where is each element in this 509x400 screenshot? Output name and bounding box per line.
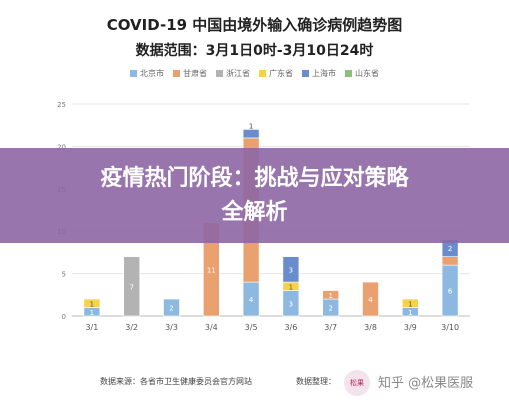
chart-footer: 数据来源：各省市卫生健康委员会官方网站 数据整理： 松果 知乎 @松果医服 xyxy=(0,368,509,400)
y-tick-label: 0 xyxy=(62,313,66,321)
data-label: 1 xyxy=(90,300,94,308)
data-label: 1 xyxy=(328,292,332,300)
bar-segment xyxy=(163,298,180,317)
data-label: 6 xyxy=(448,288,453,296)
y-tick-label: 5 xyxy=(62,271,66,279)
chart-legend: 北京市 甘肃省 浙江省 广东省 上海市 山东省 xyxy=(0,68,509,79)
bar-segment xyxy=(242,129,260,139)
bar-segment xyxy=(401,298,419,308)
chart-subtitle: 数据范围：3月1日0时-3月10日24时 xyxy=(135,43,374,59)
x-tick-label: 3/10 xyxy=(441,323,459,332)
x-tick-label: 3/3 xyxy=(165,323,178,332)
x-tick-label: 3/7 xyxy=(324,323,337,332)
banner-line-1: 疫情热门阶段：挑战与应对策略 xyxy=(100,166,409,191)
bar-segment xyxy=(83,298,101,308)
watermark-text: 知乎 @松果医服 xyxy=(378,376,474,391)
bar-segment xyxy=(123,256,140,317)
x-tick-label: 3/9 xyxy=(404,323,417,332)
data-label: 3 xyxy=(289,266,293,274)
legend-item: 甘肃省 xyxy=(173,68,207,79)
chart-title: COVID-19 中国由境外输入确诊病例趋势图 xyxy=(106,16,403,34)
data-label: 3 xyxy=(289,300,293,308)
bar-segment xyxy=(441,256,459,266)
x-tick-label: 3/2 xyxy=(125,323,138,332)
legend-label: 广东省 xyxy=(269,69,293,78)
data-label: 4 xyxy=(368,296,373,304)
data-label: 4 xyxy=(249,296,254,304)
overlay-banner: 疫情热门阶段：挑战与应对策略 全解析 xyxy=(0,148,509,243)
data-source-note: 数据来源：各省市卫生健康委员会官方网站 xyxy=(100,377,252,386)
legend-item: 北京市 xyxy=(130,68,164,79)
data-label: 11 xyxy=(207,266,216,274)
x-tick-label: 3/8 xyxy=(364,323,377,332)
legend-item: 浙江省 xyxy=(216,68,250,79)
legend-swatch xyxy=(173,70,180,77)
legend-swatch xyxy=(216,70,223,77)
data-compiled-note: 数据整理： xyxy=(296,377,336,386)
data-label: 1 xyxy=(90,309,94,317)
legend-label: 浙江省 xyxy=(226,69,250,78)
data-label: 1 xyxy=(249,122,253,130)
legend-label: 北京市 xyxy=(140,69,164,78)
x-tick-label: 3/5 xyxy=(245,323,258,332)
legend-item: 上海市 xyxy=(302,68,336,79)
data-label: 1 xyxy=(408,300,412,308)
x-tick-label: 3/4 xyxy=(205,323,218,332)
y-tick-label: 20 xyxy=(57,143,66,151)
y-tick-label: 25 xyxy=(57,101,66,109)
legend-swatch xyxy=(130,70,137,77)
legend-swatch xyxy=(259,70,266,77)
legend-label: 甘肃省 xyxy=(183,69,207,78)
data-label: 2 xyxy=(169,305,173,313)
legend-item: 广东省 xyxy=(259,68,293,79)
bar-segment xyxy=(322,290,340,300)
legend-label: 山东省 xyxy=(355,69,379,78)
bar-segment xyxy=(362,281,379,317)
bar-segment xyxy=(282,256,300,283)
data-label: 1 xyxy=(289,283,293,291)
legend-swatch xyxy=(302,70,309,77)
legend-label: 上海市 xyxy=(312,69,336,78)
data-label: 2 xyxy=(328,305,332,313)
banner-line-2: 全解析 xyxy=(221,200,288,225)
x-tick-label: 3/6 xyxy=(284,323,297,332)
data-label: 2 xyxy=(448,245,452,253)
legend-item: 山东省 xyxy=(345,68,379,79)
data-label: 7 xyxy=(129,283,133,291)
legend-swatch xyxy=(345,70,352,77)
brand-logo: 松果 xyxy=(344,370,370,396)
x-tick-label: 3/1 xyxy=(85,323,98,332)
data-label: 1 xyxy=(408,309,412,317)
